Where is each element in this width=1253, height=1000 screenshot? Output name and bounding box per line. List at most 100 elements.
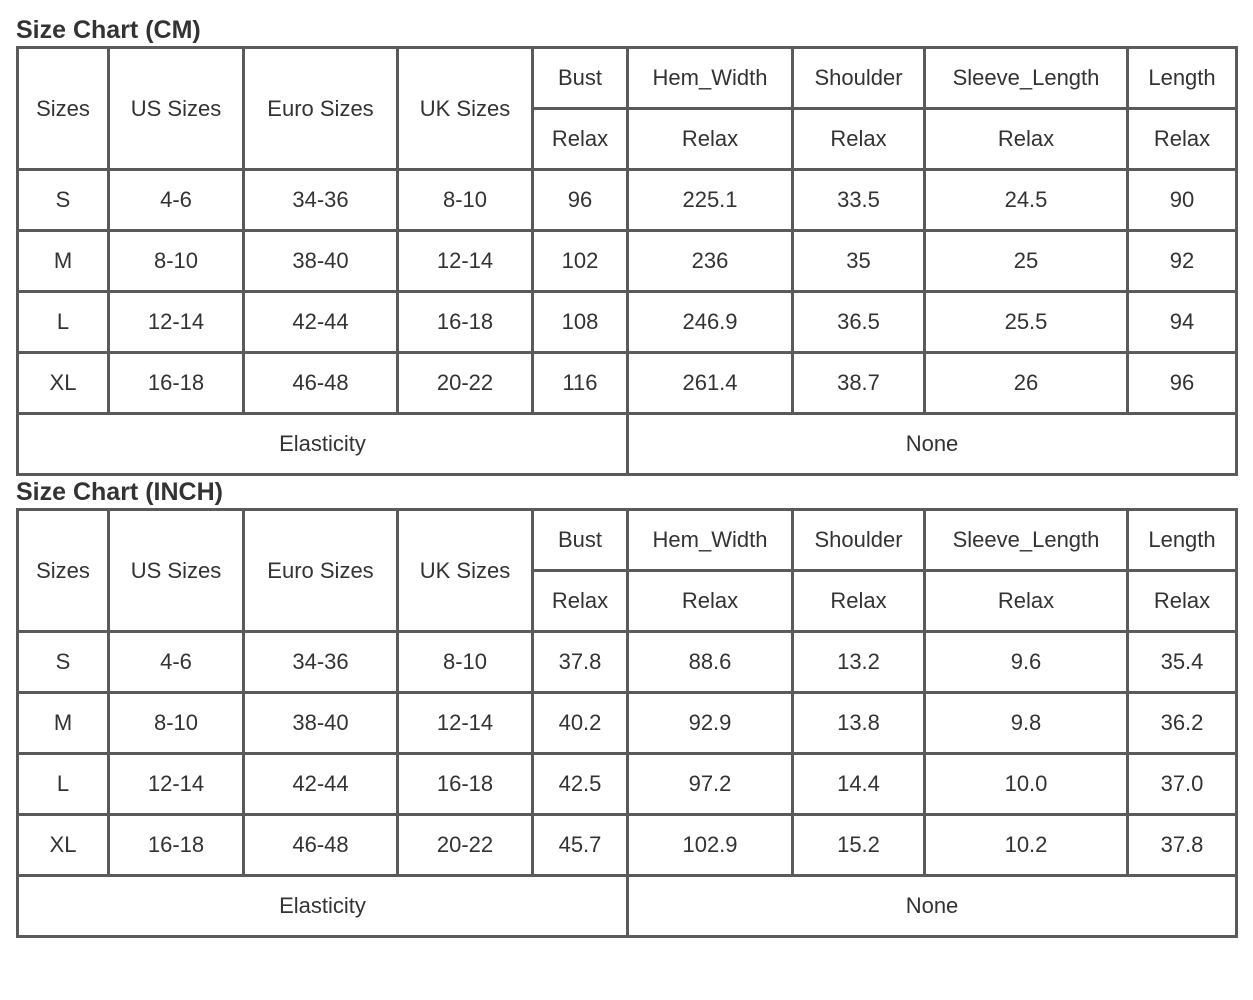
cell: L	[16, 752, 110, 816]
data-row: XL 16-18 46-48 20-22 116 261.4 38.7 26 96	[16, 351, 1238, 415]
measure-header: Sleeve_Length	[923, 46, 1129, 110]
cell: 12-14	[107, 752, 245, 816]
cell: 9.6	[923, 630, 1129, 694]
cell: 4-6	[107, 168, 245, 232]
sub-header: Relax	[1126, 569, 1238, 633]
column-header: UK Sizes	[396, 508, 534, 633]
cell: S	[16, 630, 110, 694]
cell: 8-10	[396, 168, 534, 232]
cell: 13.2	[791, 630, 926, 694]
header-row: Relax Relax Relax Relax Relax	[18, 569, 1238, 633]
cell: 35	[791, 229, 926, 293]
column-header: Euro Sizes	[242, 508, 399, 633]
column-header: Sizes	[16, 46, 110, 171]
cell: 14.4	[791, 752, 926, 816]
data-row: L 12-14 42-44 16-18 108 246.9 36.5 25.5 94	[16, 290, 1238, 354]
cell: 13.8	[791, 691, 926, 755]
sub-header: Relax	[923, 569, 1129, 633]
header-row: Sizes US Sizes Euro Sizes UK Sizes Bust Hem_W…	[16, 508, 1238, 633]
data-row: XL 16-18 46-48 20-22 45.7 102.9 15.2 10.2 37.8	[16, 813, 1238, 877]
cell: 46-48	[242, 813, 399, 877]
cell: 246.9	[626, 290, 794, 354]
cell: 37.0	[1126, 752, 1238, 816]
cell: 236	[626, 229, 794, 293]
measure-header: Shoulder	[791, 508, 926, 572]
cell: 16-18	[107, 813, 245, 877]
cell: 20-22	[396, 813, 534, 877]
cell: 96	[1126, 351, 1238, 415]
cell: 92	[1126, 229, 1238, 293]
sub-header: Relax	[531, 569, 629, 633]
size-table: Sizes US Sizes Euro Sizes UK Sizes Bust Hem_W…	[16, 46, 1238, 476]
cell: XL	[16, 351, 110, 415]
sub-header: Relax	[626, 569, 794, 633]
footer-row: Elasticity None	[16, 412, 1238, 476]
cell: 42.5	[531, 752, 629, 816]
cell: M	[16, 229, 110, 293]
cell: 37.8	[1126, 813, 1238, 877]
cell: 88.6	[626, 630, 794, 694]
header-row: Sizes US Sizes Euro Sizes UK Sizes Bust Hem_W…	[16, 46, 1238, 171]
cell: 10.0	[923, 752, 1129, 816]
measure-header: Length	[1126, 508, 1238, 572]
measure-header: Sleeve_Length	[923, 508, 1129, 572]
cell: 12-14	[107, 290, 245, 354]
sub-header: Relax	[923, 107, 1129, 171]
cell: 10.2	[923, 813, 1129, 877]
cell: 38-40	[242, 229, 399, 293]
cell: 8-10	[107, 229, 245, 293]
cell: 40.2	[531, 691, 629, 755]
cell: 15.2	[791, 813, 926, 877]
cell: 36.2	[1126, 691, 1238, 755]
data-row: L 12-14 42-44 16-18 42.5 97.2 14.4 10.0 37.0	[16, 752, 1238, 816]
table-title: Size Chart (INCH)	[16, 478, 223, 506]
cell: 42-44	[242, 290, 399, 354]
data-row: S 4-6 34-36 8-10 37.8 88.6 13.2 9.6 35.4	[16, 630, 1238, 694]
cell: 42-44	[242, 752, 399, 816]
footer-row: Elasticity None	[16, 874, 1238, 938]
column-header: US Sizes	[107, 508, 245, 633]
cell: 92.9	[626, 691, 794, 755]
cell: 16-18	[107, 351, 245, 415]
cell: L	[16, 290, 110, 354]
cell: 16-18	[396, 752, 534, 816]
measure-header: Shoulder	[791, 46, 926, 110]
cell: 35.4	[1126, 630, 1238, 694]
column-header: US Sizes	[107, 46, 245, 171]
cell: 12-14	[396, 691, 534, 755]
data-row: M 8-10 38-40 12-14 102 236 35 25 92	[16, 229, 1238, 293]
column-header: Euro Sizes	[242, 46, 399, 171]
cell: 38.7	[791, 351, 926, 415]
sub-header: Relax	[531, 107, 629, 171]
cell: S	[16, 168, 110, 232]
cell: 25.5	[923, 290, 1129, 354]
sub-header: Relax	[791, 107, 926, 171]
cell: 12-14	[396, 229, 534, 293]
data-row: M 8-10 38-40 12-14 40.2 92.9 13.8 9.8 36.2	[16, 691, 1238, 755]
footer-value: None	[626, 412, 1238, 476]
measure-header: Bust	[531, 508, 629, 572]
cell: 46-48	[242, 351, 399, 415]
column-header: Sizes	[16, 508, 110, 633]
footer-value: None	[626, 874, 1238, 938]
cell: M	[16, 691, 110, 755]
sub-header: Relax	[1126, 107, 1238, 171]
cell: 102.9	[626, 813, 794, 877]
footer-label: Elasticity	[16, 874, 629, 938]
footer-label: Elasticity	[16, 412, 629, 476]
cell: 261.4	[626, 351, 794, 415]
cell: 108	[531, 290, 629, 354]
measure-header: Bust	[531, 46, 629, 110]
cell: 94	[1126, 290, 1238, 354]
sub-header: Relax	[791, 569, 926, 633]
cell: 225.1	[626, 168, 794, 232]
cell: 37.8	[531, 630, 629, 694]
cell: 36.5	[791, 290, 926, 354]
cell: 96	[531, 168, 629, 232]
cell: 38-40	[242, 691, 399, 755]
cell: 25	[923, 229, 1129, 293]
cell: 33.5	[791, 168, 926, 232]
cell: 34-36	[242, 168, 399, 232]
cell: 24.5	[923, 168, 1129, 232]
header-row: Relax Relax Relax Relax Relax	[18, 107, 1238, 171]
